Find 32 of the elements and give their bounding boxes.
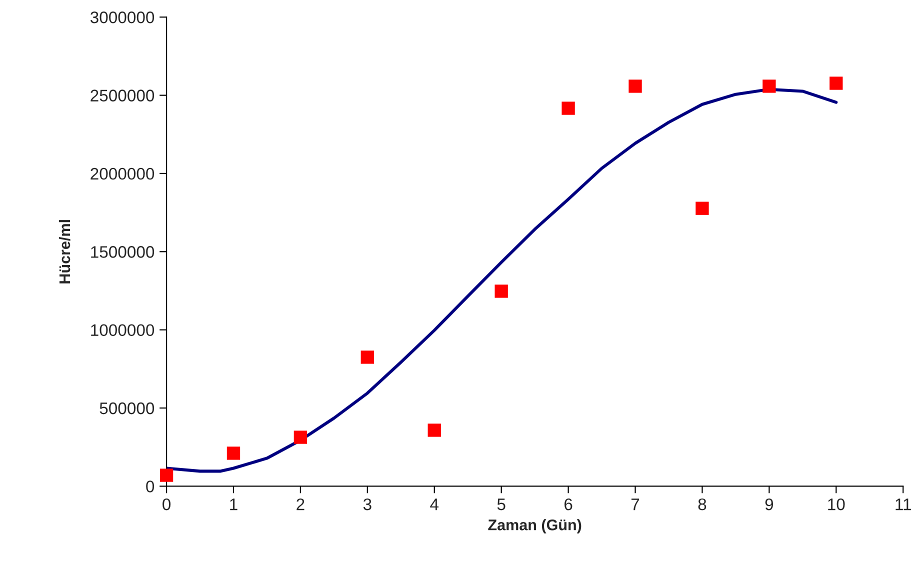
y-tick-label: 1000000 (91, 324, 154, 336)
point (294, 430, 308, 444)
point (226, 446, 240, 460)
y-tick-label: 0 (146, 480, 154, 492)
y-tick-label: 1500000 (91, 246, 154, 258)
y-tick-label: 2000000 (90, 168, 154, 180)
point (762, 80, 776, 93)
x-tick-label: 7 (631, 498, 640, 510)
y-tick-label: 2500000 (90, 90, 154, 102)
x-tick-label: 1 (230, 498, 238, 510)
point (628, 80, 642, 93)
x-tick-label: 9 (765, 498, 774, 510)
y-tick-label: 500000 (100, 402, 154, 414)
x-tick-label: 10 (828, 498, 845, 510)
x-tick-label: 2 (296, 498, 304, 510)
point (562, 102, 575, 115)
x-tick-label: 4 (430, 498, 439, 510)
y-axis-title: Hücre/ml (58, 220, 70, 284)
x-axis-title: Zaman (Gün) (488, 519, 582, 534)
x-tick-label: 0 (162, 498, 171, 510)
point (360, 350, 374, 364)
y-tick-label: 3000000 (90, 12, 154, 24)
point (494, 284, 508, 298)
point (428, 424, 441, 437)
x-tick-label: 3 (363, 498, 372, 510)
x-tick-label: 11 (896, 498, 911, 510)
x-tick-label: 5 (497, 498, 506, 510)
x-tick-label: 6 (564, 498, 572, 510)
point (160, 468, 174, 482)
point (696, 202, 709, 215)
point (830, 76, 843, 90)
x-tick-label: 8 (698, 498, 706, 510)
